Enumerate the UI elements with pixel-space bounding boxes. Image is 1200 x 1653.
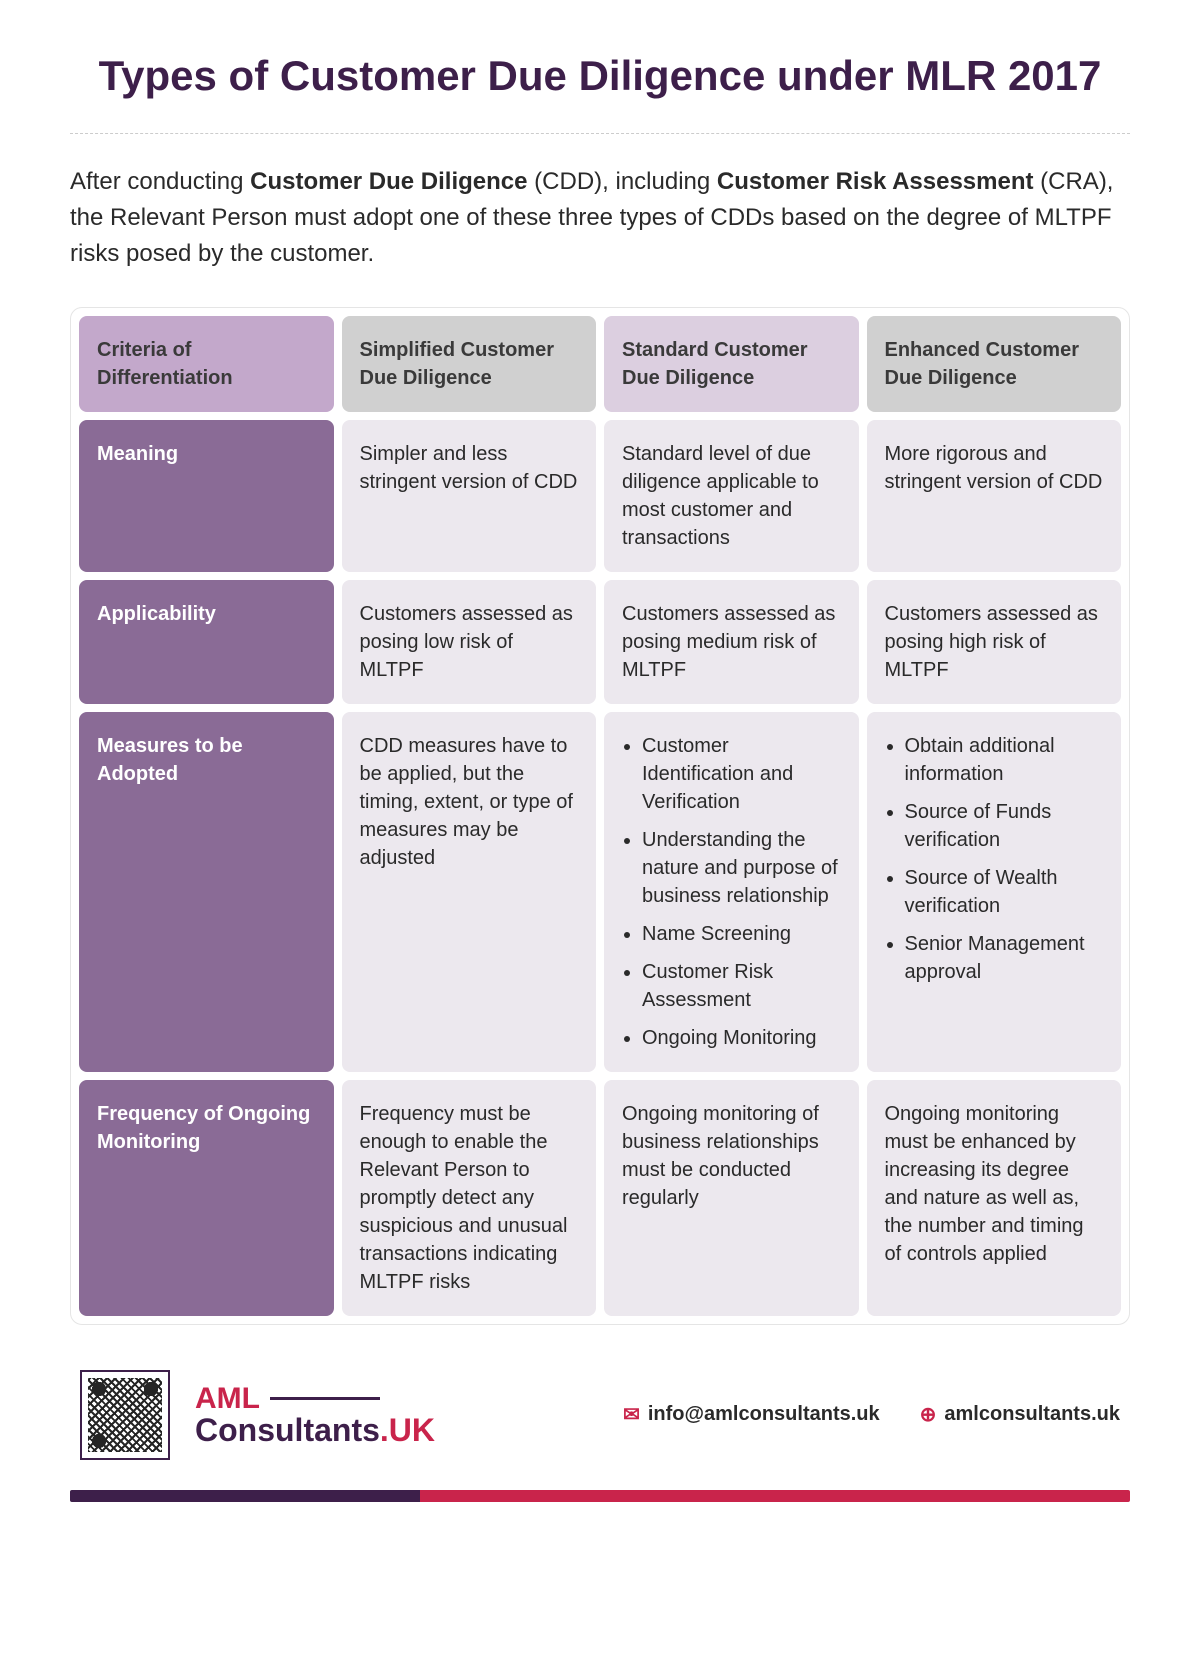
applicability-enhanced: Customers assessed as posing high risk o… [867, 580, 1122, 704]
meaning-simplified: Simpler and less stringent version of CD… [342, 420, 597, 572]
meaning-enhanced: More rigorous and stringent version of C… [867, 420, 1122, 572]
list-item: Ongoing Monitoring [642, 1024, 841, 1052]
contacts: ✉ info@amlconsultants.uk ⊕ amlconsultant… [623, 1402, 1120, 1427]
row-label-measures: Measures to be Adopted [79, 712, 334, 1072]
measures-standard-list: Customer Identification and Verification… [622, 732, 841, 1052]
qr-code [80, 1370, 170, 1460]
contact-email: ✉ info@amlconsultants.uk [623, 1402, 880, 1427]
logo-bottom-text: Consultants [195, 1412, 380, 1448]
bottom-bar [70, 1490, 1130, 1502]
row-label-meaning: Meaning [79, 420, 334, 572]
measures-simplified: CDD measures have to be applied, but the… [342, 712, 597, 1072]
header-enhanced: Enhanced Customer Due Diligence [867, 316, 1122, 412]
intro-p2: (CDD), including [528, 168, 717, 195]
intro-p1: After conducting [70, 168, 250, 195]
list-item: Name Screening [642, 920, 841, 948]
frequency-standard: Ongoing monitoring of business relations… [604, 1080, 859, 1316]
header-criteria: Criteria of Differentiation [79, 316, 334, 412]
logo-line [270, 1397, 380, 1400]
applicability-standard: Customers assessed as posing medium risk… [604, 580, 859, 704]
frequency-enhanced: Ongoing monitoring must be enhanced by i… [867, 1080, 1122, 1316]
meaning-standard: Standard level of due diligence applicab… [604, 420, 859, 572]
globe-icon: ⊕ [920, 1402, 937, 1427]
measures-enhanced-list: Obtain additional information Source of … [885, 732, 1104, 986]
list-item: Customer Identification and Verification [642, 732, 841, 816]
applicability-simplified: Customers assessed as posing low risk of… [342, 580, 597, 704]
email-text: info@amlconsultants.uk [648, 1403, 880, 1426]
intro-text: After conducting Customer Due Diligence … [70, 164, 1130, 272]
list-item: Senior Management approval [905, 930, 1104, 986]
logo-top-text: AML [195, 1384, 260, 1414]
logo-uk: .UK [380, 1412, 435, 1448]
website-text: amlconsultants.uk [944, 1403, 1120, 1426]
logo: AML Consultants.UK [195, 1384, 435, 1446]
measures-standard: Customer Identification and Verification… [604, 712, 859, 1072]
header-standard: Standard Customer Due Diligence [604, 316, 859, 412]
list-item: Customer Risk Assessment [642, 958, 841, 1014]
footer: AML Consultants.UK ✉ info@amlconsultants… [70, 1370, 1130, 1460]
page-title: Types of Customer Due Diligence under ML… [70, 50, 1130, 103]
header-simplified: Simplified Customer Due Diligence [342, 316, 597, 412]
row-label-frequency: Frequency of Ongoing Monitoring [79, 1080, 334, 1316]
intro-b1: Customer Due Diligence [250, 168, 527, 195]
list-item: Source of Funds verification [905, 798, 1104, 854]
mail-icon: ✉ [623, 1402, 640, 1427]
list-item: Understanding the nature and purpose of … [642, 826, 841, 910]
cdd-table: Criteria of Differentiation Simplified C… [70, 307, 1130, 1325]
frequency-simplified: Frequency must be enough to enable the R… [342, 1080, 597, 1316]
contact-website: ⊕ amlconsultants.uk [920, 1402, 1120, 1427]
row-label-applicability: Applicability [79, 580, 334, 704]
divider [70, 133, 1130, 134]
list-item: Source of Wealth verification [905, 864, 1104, 920]
list-item: Obtain additional information [905, 732, 1104, 788]
measures-enhanced: Obtain additional information Source of … [867, 712, 1122, 1072]
intro-b2: Customer Risk Assessment [717, 168, 1034, 195]
